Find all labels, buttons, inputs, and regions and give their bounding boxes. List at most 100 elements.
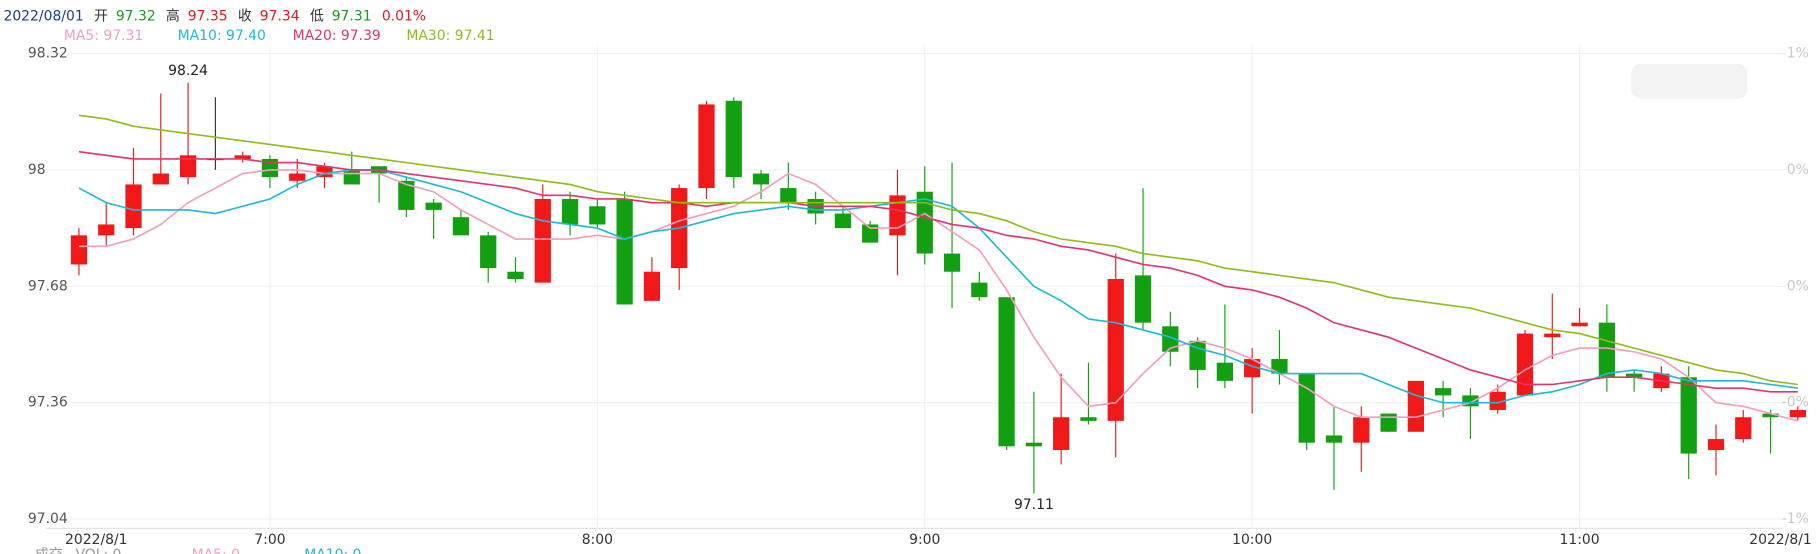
y2-tick-label: -1%: [1782, 511, 1809, 527]
candle-body: [480, 235, 497, 269]
candle-body: [998, 297, 1015, 447]
y-tick-label: 97.04: [28, 511, 68, 527]
candle-body: [780, 188, 797, 203]
candle-body: [1353, 417, 1370, 443]
candle-body: [289, 173, 306, 181]
volume-legend: VOL: 0: [75, 547, 121, 554]
y-tick-label: 97.68: [28, 278, 68, 294]
candle-body: [834, 213, 852, 229]
ma-line: [78, 114, 1798, 386]
legend-entry: MA30: 97.41: [406, 28, 494, 44]
candle-body: [1134, 275, 1152, 323]
candle-body: [152, 173, 169, 185]
watermark: [1631, 63, 1748, 99]
candle-body: [1025, 442, 1043, 447]
candle-body: [1544, 333, 1561, 338]
candle-body: [1080, 417, 1097, 421]
y-tick-label: 98: [28, 162, 46, 178]
volume-legend: 成交: [35, 546, 63, 554]
candle-body: [1407, 380, 1424, 432]
candle-body: [1053, 417, 1070, 450]
candle-body: [752, 173, 770, 185]
y2-tick-label: 0%: [1787, 162, 1809, 178]
candle-body: [1707, 439, 1725, 450]
candle-body: [1516, 333, 1534, 396]
candle-body: [1189, 340, 1206, 370]
candle-body: [1462, 395, 1479, 407]
volume-legend: MA5: 0: [192, 547, 240, 554]
candle-body: [971, 282, 988, 298]
candle-body: [343, 169, 360, 185]
header-label: 低: [310, 8, 324, 24]
header-value: 97.35: [188, 8, 228, 24]
candle-body: [1107, 279, 1124, 421]
header-value: 97.31: [332, 8, 372, 24]
x-tick-label: 9:00: [909, 532, 940, 548]
candle-body: [1162, 326, 1179, 352]
x-tick-label: 2022/8/1: [1749, 532, 1812, 548]
x-tick-label: 7:00: [254, 532, 285, 548]
candle-body: [1489, 391, 1506, 410]
candle-body: [125, 184, 142, 229]
candle-body: [1735, 417, 1752, 440]
header-value: 97.32: [116, 8, 156, 24]
candle-body: [316, 166, 333, 178]
y2-tick-label: 0%: [1787, 278, 1809, 294]
candle-body: [1571, 322, 1588, 327]
header-change: 0.01%: [382, 8, 426, 24]
candle-body: [1216, 362, 1234, 381]
candle-body: [643, 271, 661, 301]
ma-line: [78, 169, 1799, 422]
candle-body: [1244, 359, 1261, 378]
candle-body: [725, 100, 742, 178]
candle-body: [70, 235, 88, 265]
candle-body: [698, 104, 715, 189]
candle-body: [616, 198, 633, 305]
candle-body: [1325, 435, 1343, 443]
y2-tick-label: 1%: [1787, 46, 1809, 62]
candle-body: [916, 191, 933, 254]
candle-body: [1789, 409, 1806, 418]
header: 2022/08/01 开 97.32 高 97.35 收 97.34 低 97.…: [3, 7, 426, 24]
candle-body: [1762, 413, 1779, 418]
annotation: 97.11: [1014, 497, 1054, 513]
volume-legend: MA10: 0: [304, 547, 361, 554]
x-tick-label: 8:00: [582, 532, 613, 548]
candle-body: [98, 224, 115, 236]
candle-body: [1680, 377, 1697, 454]
header-value: 97.34: [260, 8, 300, 24]
header-label: 开: [94, 8, 108, 24]
x-tick-label: 11:00: [1560, 532, 1600, 548]
header-label: 高: [166, 7, 180, 24]
y-tick-label: 98.32: [28, 46, 68, 62]
candle-body: [589, 206, 606, 225]
y-tick-label: 97.36: [28, 395, 68, 411]
candle-body: [1298, 373, 1315, 443]
candle-body: [425, 202, 442, 210]
candle-body: [507, 271, 524, 280]
candle-body: [1271, 359, 1288, 374]
header-date: 2022/08/01: [3, 8, 83, 24]
candle-body: [943, 253, 961, 272]
legend-entry: MA5: 97.31: [64, 28, 143, 44]
candle-body: [452, 217, 470, 236]
legend-entry: MA10: 97.40: [178, 28, 266, 44]
candle-body: [1626, 373, 1643, 378]
candle-body: [398, 180, 415, 210]
x-tick-label: 10:00: [1232, 532, 1272, 548]
annotation: 98.24: [168, 63, 208, 79]
candle-body: [862, 224, 879, 243]
legend-entry: MA20: 97.39: [293, 28, 381, 44]
candle-body: [1435, 388, 1452, 396]
candle-body: [534, 198, 551, 283]
candle-body: [1598, 322, 1615, 378]
x-tick-label: 2022/8/1: [65, 532, 128, 548]
candle-body: [179, 155, 197, 178]
y2-tick-label: -0%: [1782, 395, 1809, 411]
candle-body: [1380, 413, 1397, 432]
header-label: 收: [238, 8, 252, 24]
candle-body: [234, 155, 251, 159]
ma-line: [78, 150, 1798, 393]
